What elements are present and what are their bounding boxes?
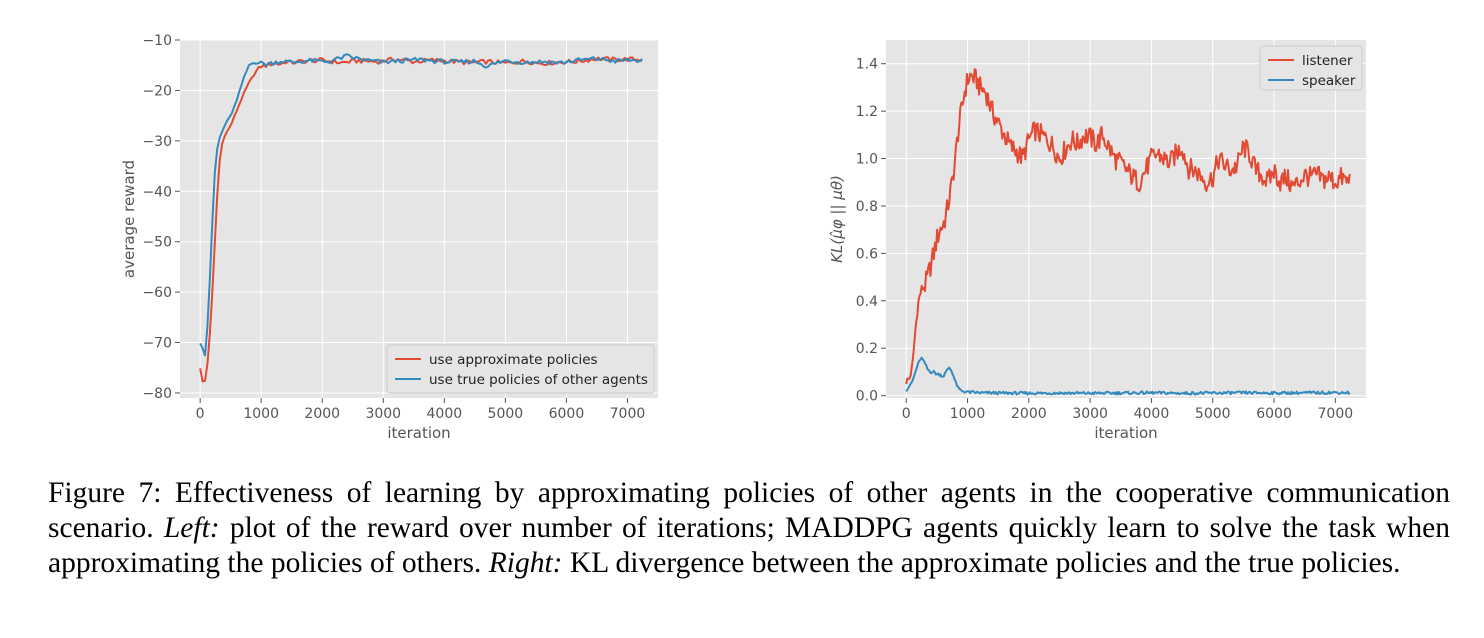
y-tick-label: −80 [142,386,172,402]
caption-text-3: KL divergence between the approximate po… [569,547,1401,579]
legend-label: listener [1302,53,1353,69]
y-tick-label: 1.2 [856,104,878,120]
x-tick-label: 0 [902,406,911,422]
caption-text-2: plot of the reward over number of iterat… [48,512,1451,579]
y-tick-label: −30 [142,134,172,150]
y-tick-label: −20 [142,83,172,99]
series-line-use-true-policies-of-other-agents [199,53,643,357]
legend-label: use true policies of other agents [429,372,648,388]
x-tick-label: 6000 [1256,406,1292,422]
x-tick-label: 3000 [1072,406,1108,422]
y-tick-label: −70 [142,336,172,352]
chart-left-average-reward: 0 1000 2000 3000 4000 5000 6000 7000 −80 −70 −60 −5… [120,33,658,442]
y-tick-label: −60 [142,285,172,301]
figure-caption: Figure 7: Effectiveness of learning by a… [48,476,1450,581]
y-tick-label: −10 [142,33,172,49]
series-line-listener [905,68,1351,385]
y-tick-label: 0.0 [856,389,878,405]
x-tick-label: 7000 [610,406,646,422]
caption-right-label: Right: [488,547,563,579]
plot-area [886,40,1366,398]
x-tick-label: 2000 [304,406,340,422]
plot-area [180,40,658,398]
x-tick-label: 1000 [950,406,986,422]
legend-label: speaker [1302,73,1356,89]
caption-text-1: Effectiveness of learning by approximati… [48,477,1451,544]
caption-left-label: Left: [163,512,220,544]
x-tick-label: 2000 [1011,406,1047,422]
y-tick-label: −40 [142,184,172,200]
y-tick-label: −50 [142,235,172,251]
x-tick-label: 0 [196,406,205,422]
series-line-speaker [905,356,1351,396]
x-tick-label: 5000 [488,406,524,422]
y-tick-label: 0.8 [856,199,878,215]
y-axis-label: average reward [120,160,138,278]
x-axis-label: iteration [1094,424,1157,442]
y-axis-label: KL(μ̂φ || μθ) [828,175,846,263]
x-tick-label: 4000 [427,406,463,422]
x-tick-label: 4000 [1134,406,1170,422]
legend-box [386,344,655,394]
x-tick-label: 6000 [549,406,585,422]
y-tick-label: 1.0 [856,152,878,168]
y-tick-label: 0.6 [856,246,878,262]
x-tick-label: 7000 [1318,406,1354,422]
y-tick-label: 0.2 [856,341,878,357]
x-tick-label: 1000 [243,406,279,422]
y-tick-label: 0.4 [856,294,878,310]
x-axis-label: iteration [387,424,450,442]
x-tick-label: 3000 [365,406,401,422]
x-tick-label: 5000 [1195,406,1231,422]
caption-label: Figure 7: [48,477,162,509]
legend-label: use approximate policies [429,352,598,368]
chart-right-kl-divergence: 0 1000 2000 3000 4000 5000 6000 7000 0.0 0.2 0.4 0.… [828,40,1366,442]
y-tick-label: 1.4 [856,57,878,73]
